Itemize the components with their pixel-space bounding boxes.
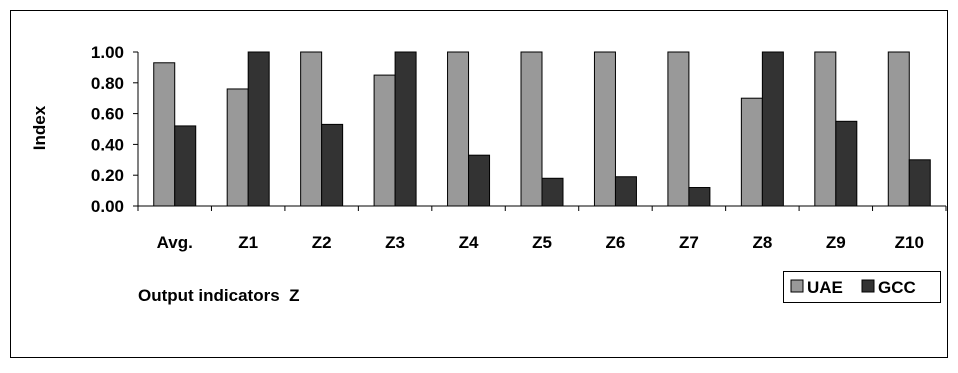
x-tick-label: Avg. [157,233,193,252]
bar-gcc-avg [174,125,197,207]
bar-uae-z2 [300,51,323,207]
x-tick-label: Z7 [679,233,699,252]
y-axis-title: Index [30,105,49,150]
legend-label-uae: UAE [807,278,843,297]
x-tick-label: Z2 [312,233,332,252]
y-tick-label: 1.00 [91,43,124,62]
bar-gcc-z7 [688,187,711,207]
y-tick-label: 0.80 [91,74,124,93]
y-tick-group: 1.00 0.80 0.60 0.40 0.20 0.00 [91,43,138,216]
bar-gcc-z8 [761,51,784,207]
bar-uae-z1 [226,88,249,207]
bar-uae-z9 [814,51,837,207]
bar-gcc-z1 [247,51,270,207]
x-tick-label: Z4 [459,233,479,252]
legend-label-gcc: GCC [878,278,916,297]
x-tick-label: Z3 [385,233,405,252]
y-tick-label: 0.60 [91,105,124,124]
bar-gcc-z6 [614,176,637,207]
x-tick-label: Z1 [238,233,258,252]
legend-swatch-uae [790,279,804,293]
bar-uae-z4 [447,51,470,207]
bar-group [153,51,931,207]
legend: UAE GCC [783,271,941,303]
x-tick-label: Z8 [752,233,772,252]
x-tick-label: Z5 [532,233,552,252]
x-tick-label: Z10 [895,233,924,252]
bar-uae-avg [153,62,176,207]
bar-gcc-z4 [468,154,491,207]
bar-uae-z3 [373,74,396,207]
y-tick-label: 0.20 [91,166,124,185]
bar-gcc-z2 [321,123,344,207]
bar-uae-z5 [520,51,543,207]
bar-gcc-z9 [835,120,858,207]
bar-gcc-z3 [394,51,417,207]
y-tick-label: 0.00 [91,197,124,216]
axes [137,52,946,207]
y-tick-label: 0.40 [91,135,124,154]
bar-gcc-z10 [908,159,931,207]
x-tick-label: Z6 [606,233,626,252]
legend-swatch-gcc [861,279,875,293]
bar-uae-z8 [740,97,763,207]
bar-uae-z7 [667,51,690,207]
x-tick-group: Avg. Z1 Z2 Z3 Z4 Z5 Z6 Z7 Z8 Z9 Z10 [137,206,947,252]
x-tick-label: Z9 [826,233,846,252]
x-axis-title: Output indicators Z [138,286,300,305]
bar-uae-z10 [887,51,910,207]
bar-uae-z6 [593,51,616,207]
bar-gcc-z5 [541,177,564,207]
